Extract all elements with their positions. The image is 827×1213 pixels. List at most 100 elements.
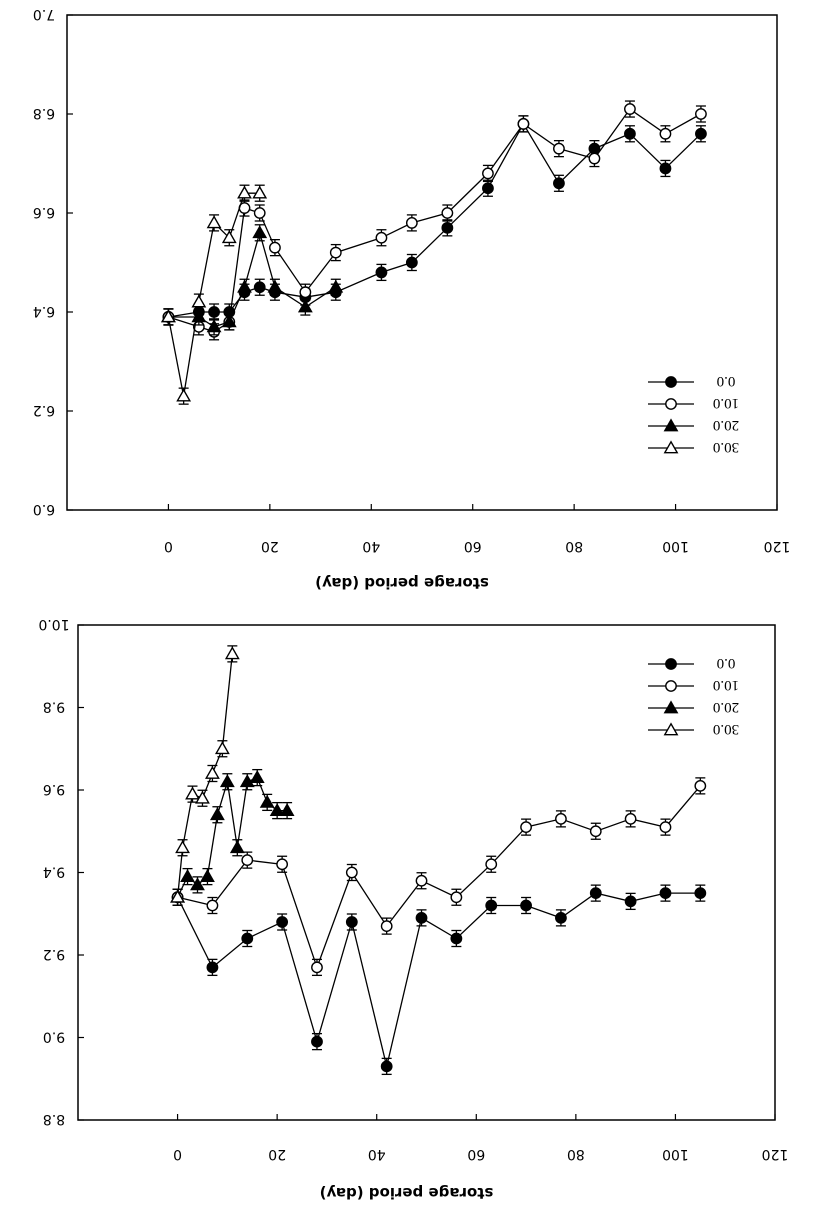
data-point (191, 294, 207, 308)
data-point (624, 812, 637, 825)
x-tick-label: 0 (164, 538, 173, 554)
data-point (553, 177, 565, 190)
data-point (239, 774, 255, 788)
x-tick-label: 0 (173, 1146, 182, 1162)
series-10-0 (171, 777, 707, 977)
data-point (450, 932, 463, 945)
x-tick-label: 120 (764, 538, 791, 554)
data-point (269, 241, 281, 254)
series-30-0 (161, 184, 268, 405)
y-tick-label: 6.4 (33, 303, 55, 319)
data-point (695, 108, 707, 120)
x-tick-label: 100 (662, 538, 689, 554)
data-point (375, 231, 388, 244)
data-point (520, 899, 532, 912)
y-tick-label: 7.0 (33, 6, 55, 22)
data-point (299, 286, 312, 299)
data-point (267, 279, 283, 293)
data-point (161, 309, 176, 323)
data-point (589, 825, 602, 838)
data-point (555, 812, 567, 825)
x-tick-label: 80 (565, 538, 583, 554)
y-tick-label: 9.4 (43, 864, 65, 880)
data-point (415, 911, 428, 924)
data-point (311, 961, 323, 974)
legend-label: 10.0 (713, 395, 739, 411)
data-point (450, 891, 463, 904)
data-point (297, 299, 313, 313)
legend-marker (663, 418, 679, 432)
data-point (624, 103, 636, 115)
legend-label: 30.0 (713, 439, 739, 455)
data-point (206, 215, 222, 229)
data-point (517, 118, 530, 130)
data-point (588, 152, 601, 165)
legend-label: 30.0 (713, 721, 739, 737)
data-point (259, 794, 275, 808)
data-point (380, 920, 393, 933)
y-tick-label: 6.6 (33, 204, 55, 220)
y-tick-label: 9.0 (43, 1029, 65, 1045)
data-point (200, 869, 215, 882)
data-point (214, 741, 230, 755)
legend-marker (663, 700, 679, 714)
x-tick-label: 120 (762, 1146, 789, 1162)
series-line (177, 892, 701, 1067)
legend-marker (663, 722, 679, 736)
data-point (237, 279, 252, 293)
legend: 0.0 10.0 20.0 30.0 (648, 373, 739, 455)
data-point (328, 279, 344, 293)
x-tick-label: 100 (662, 1146, 689, 1162)
data-point (441, 221, 454, 234)
y-tick-label: 8.8 (43, 1111, 65, 1127)
data-point (252, 225, 268, 239)
series-line (177, 785, 701, 970)
data-point (237, 185, 252, 199)
data-point (311, 1035, 323, 1048)
legend-marker (663, 440, 679, 454)
legend-label: 0.0 (717, 655, 736, 671)
legend-marker (665, 376, 677, 388)
legend-label: 10.0 (713, 677, 739, 693)
x-tick-label: 80 (567, 1146, 585, 1162)
data-point (206, 961, 219, 974)
data-point (441, 207, 454, 219)
y-tick-label: 9.8 (43, 699, 65, 715)
data-point (279, 803, 295, 816)
data-point (695, 127, 707, 140)
data-point (485, 899, 498, 912)
data-point (624, 895, 637, 908)
legend-marker (665, 680, 677, 692)
data-point (206, 319, 222, 333)
x-tick-label: 20 (261, 538, 279, 554)
data-point (175, 840, 190, 854)
y-tick-label: 6.2 (33, 402, 55, 418)
data-point (482, 182, 494, 195)
data-point (206, 899, 219, 912)
y-tick-label: 10.0 (38, 616, 69, 632)
data-point (205, 765, 220, 779)
legend: 0.0 10.0 20.0 30.0 (648, 655, 739, 737)
data-point (405, 216, 418, 229)
data-point (329, 246, 342, 259)
series-30-0 (170, 645, 240, 906)
data-point (249, 770, 265, 783)
data-point (659, 127, 672, 140)
x-tick-label: 40 (362, 538, 380, 554)
data-point (208, 306, 220, 318)
data-point (253, 207, 266, 219)
data-point (221, 314, 237, 328)
data-point (229, 840, 245, 854)
data-point (170, 889, 185, 903)
series-20-0 (170, 768, 295, 906)
data-point (405, 256, 418, 269)
x-tick-label: 40 (368, 1146, 386, 1162)
data-point (345, 916, 358, 928)
data-point (659, 821, 672, 834)
data-point (624, 127, 636, 140)
data-point (269, 803, 285, 816)
data-point (209, 807, 225, 821)
data-point (190, 877, 205, 891)
x-axis-label: storage period (day) (320, 1184, 494, 1202)
